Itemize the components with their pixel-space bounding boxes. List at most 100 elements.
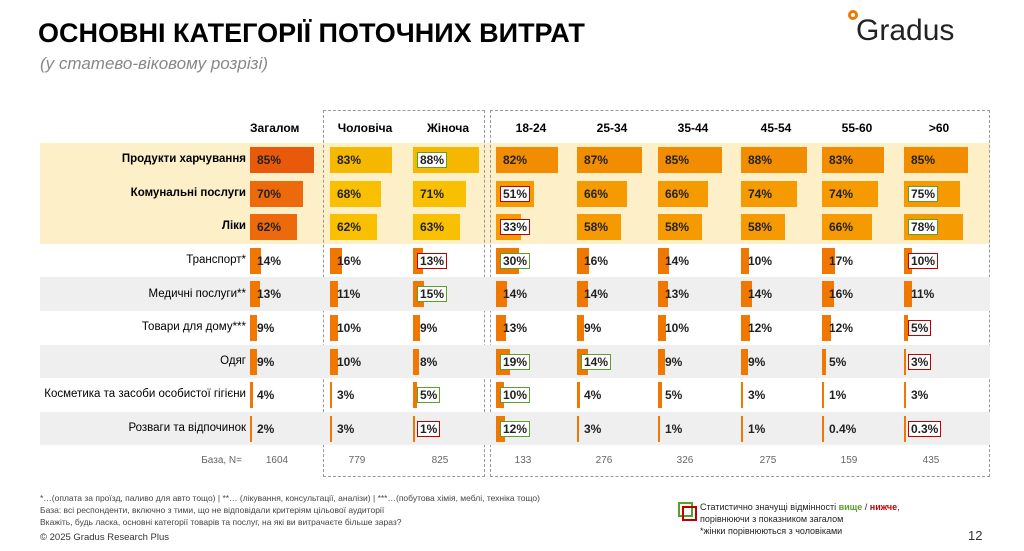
value-label: 85% — [665, 153, 690, 167]
value-label: 3% — [911, 388, 929, 403]
cell: 8% — [413, 348, 493, 375]
column-header: 55-60 — [841, 121, 873, 135]
value-label: 68% — [337, 186, 362, 201]
cell: 3% — [741, 382, 821, 409]
value-label: 12% — [748, 321, 773, 335]
bar — [577, 247, 589, 274]
bar — [658, 415, 660, 442]
row-label: Транспорт* — [186, 254, 246, 267]
row-label: Товари для дому*** — [141, 321, 246, 334]
bar — [250, 281, 260, 308]
bar — [250, 214, 297, 241]
bar — [904, 415, 906, 442]
cell: 16% — [822, 281, 902, 308]
bar — [904, 247, 912, 274]
cell: 71% — [413, 180, 493, 207]
cell: 5% — [413, 382, 493, 409]
value-label: 88% — [748, 153, 773, 167]
base-value: 159 — [840, 455, 858, 467]
logo: Gradus — [856, 14, 955, 47]
cell: 58% — [577, 214, 657, 241]
cell: 30% — [496, 247, 576, 274]
cell: 74% — [741, 180, 821, 207]
row-label: Ліки — [221, 220, 246, 233]
bar — [250, 415, 252, 442]
value-label: 13% — [503, 321, 528, 335]
value-label: 58% — [665, 220, 690, 235]
value-label: 16% — [584, 253, 609, 268]
cell: 88% — [413, 147, 493, 173]
cell: 14% — [250, 247, 330, 274]
row-label: Комунальні послуги — [130, 186, 246, 199]
value-label: 9% — [257, 354, 275, 369]
value-label: 16% — [829, 287, 854, 302]
value-label: 33% — [500, 219, 531, 236]
cell: 10% — [741, 247, 821, 274]
value-label: 74% — [748, 186, 773, 201]
value-label: 85% — [911, 153, 936, 167]
cell: 12% — [496, 415, 576, 442]
value-label: 4% — [257, 388, 275, 403]
bar — [658, 247, 669, 274]
bar — [330, 214, 377, 241]
cell: 12% — [822, 315, 902, 341]
bar — [496, 147, 558, 173]
legend-text: Статистично значущі відмінності — [700, 502, 839, 512]
bar — [250, 180, 303, 207]
cell: 88% — [741, 147, 821, 173]
value-label: 8% — [420, 354, 438, 369]
base-value: 326 — [676, 455, 694, 467]
value-label: 63% — [420, 220, 445, 235]
legend-higher: вище — [838, 502, 863, 512]
value-label: 3% — [748, 388, 766, 403]
value-label: 12% — [500, 420, 531, 437]
bar — [741, 315, 750, 341]
value-label: 62% — [257, 220, 282, 235]
bar — [496, 281, 507, 308]
column-header: Загалом — [250, 121, 300, 135]
legend-lower: нижче — [869, 502, 898, 512]
bar — [250, 382, 253, 409]
cell: 68% — [330, 180, 410, 207]
legend-sep: / — [862, 502, 870, 512]
bar — [250, 247, 261, 274]
row-label: Одяг — [220, 354, 246, 367]
bar — [330, 281, 339, 308]
value-label: 5% — [829, 354, 847, 369]
cell: 3% — [904, 348, 984, 375]
cell: 19% — [496, 348, 576, 375]
cell: 3% — [577, 415, 657, 442]
value-label: 12% — [829, 321, 854, 335]
cell: 13% — [250, 281, 330, 308]
bar — [330, 147, 393, 173]
value-label: 0.4% — [829, 421, 857, 436]
cell: 10% — [496, 382, 576, 409]
cell: 9% — [413, 315, 493, 341]
bar — [741, 281, 752, 308]
bar — [741, 348, 748, 375]
bar — [577, 315, 584, 341]
bar — [658, 214, 702, 241]
cell: 58% — [658, 214, 738, 241]
value-label: 83% — [337, 153, 362, 167]
bar — [496, 315, 506, 341]
column-header: 45-54 — [760, 121, 792, 135]
cell: 13% — [496, 315, 576, 341]
legend-box-green — [678, 502, 693, 517]
value-label: 66% — [829, 220, 854, 235]
bar — [577, 382, 580, 409]
value-label: 10% — [500, 387, 531, 404]
subtitle: (у статево-віковому розрізі) — [40, 54, 269, 73]
footnote: *…(оплата за проїзд, паливо для авто тощ… — [40, 493, 540, 503]
cell: 9% — [250, 348, 330, 375]
value-label: 70% — [257, 186, 282, 201]
cell: 3% — [904, 382, 984, 409]
value-label: 14% — [584, 287, 609, 302]
bar — [577, 180, 627, 207]
bar — [741, 214, 785, 241]
bar — [330, 247, 342, 274]
cell: 1% — [413, 415, 493, 442]
value-label: 3% — [584, 421, 602, 436]
bar — [658, 281, 668, 308]
